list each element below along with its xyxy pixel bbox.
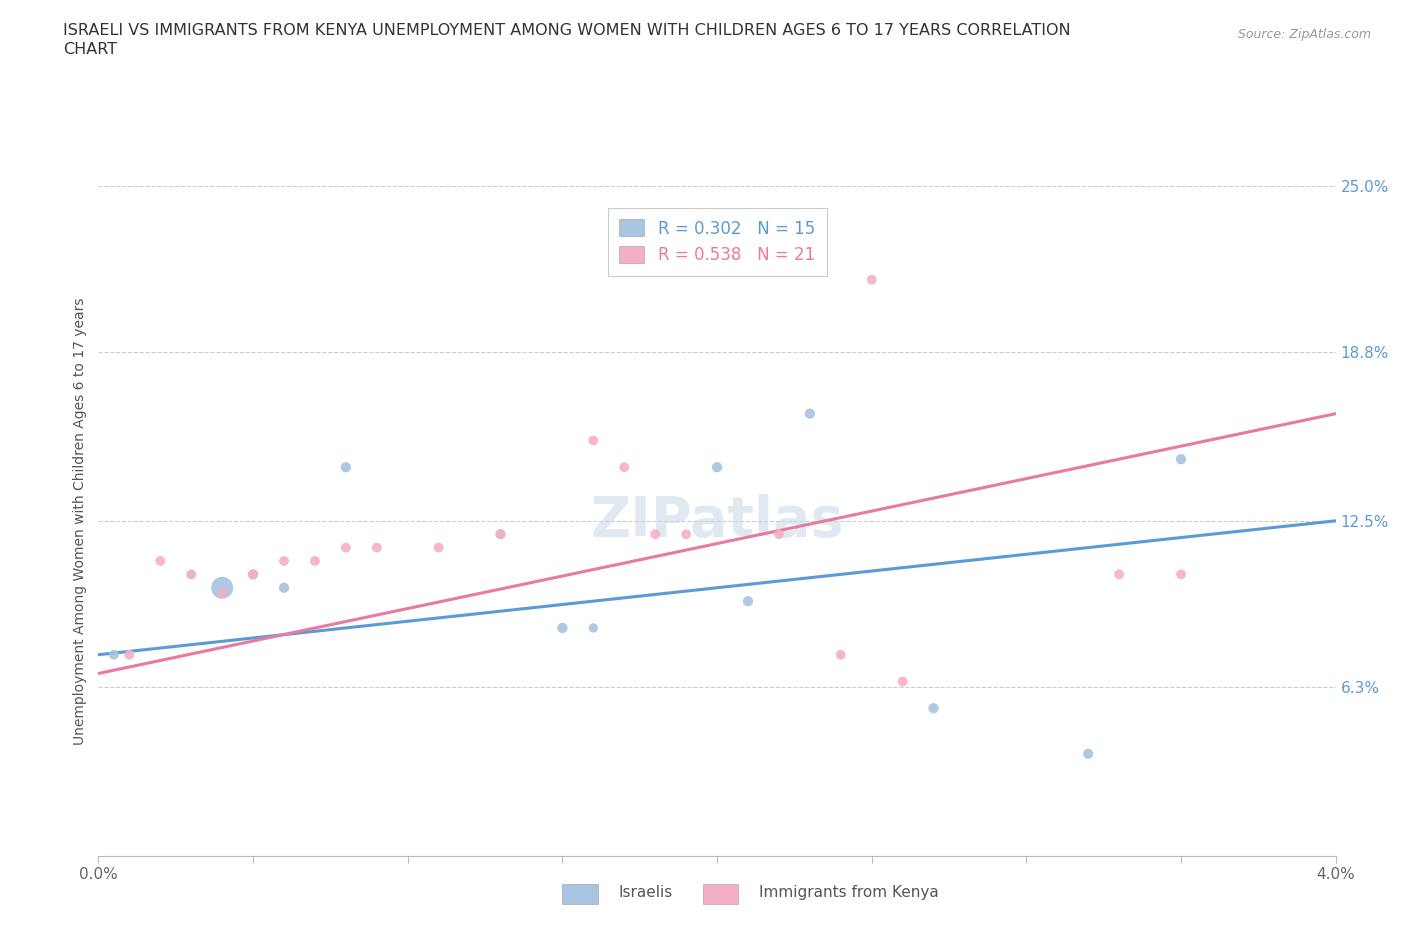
Point (273, 553, 295, 568)
Point (149, 553, 172, 568)
Point (860, 272, 883, 287)
Point (304, 553, 326, 568)
Point (180, 567, 202, 582)
Point (922, 701, 945, 716)
Legend: R = 0.302   N = 15, R = 0.538   N = 21: R = 0.302 N = 15, R = 0.538 N = 21 (607, 207, 827, 275)
Point (613, 459, 636, 474)
Point (211, 586, 233, 601)
Text: ZIPatlas: ZIPatlas (591, 494, 844, 548)
Point (103, 647, 125, 662)
Point (582, 620, 605, 635)
Point (830, 647, 852, 662)
Point (706, 459, 728, 474)
Point (551, 620, 574, 635)
Point (180, 567, 202, 582)
Point (1170, 452, 1192, 467)
Point (366, 540, 388, 555)
Point (489, 526, 512, 541)
Point (335, 540, 357, 555)
Text: Immigrants from Kenya: Immigrants from Kenya (759, 885, 939, 900)
Point (273, 580, 295, 595)
Y-axis label: Unemployment Among Women with Children Ages 6 to 17 years: Unemployment Among Women with Children A… (73, 297, 87, 745)
Point (675, 526, 697, 541)
Point (768, 526, 790, 541)
Point (891, 674, 914, 689)
Text: Source: ZipAtlas.com: Source: ZipAtlas.com (1237, 28, 1371, 41)
Text: CHART: CHART (63, 42, 117, 57)
Point (211, 580, 233, 595)
Point (118, 647, 141, 662)
Point (737, 593, 759, 608)
Point (335, 459, 357, 474)
Point (799, 406, 821, 421)
Point (1108, 567, 1130, 582)
Point (1077, 747, 1099, 762)
Point (1170, 567, 1192, 582)
Point (242, 567, 264, 582)
Point (644, 526, 666, 541)
Point (582, 433, 605, 448)
Text: ISRAELI VS IMMIGRANTS FROM KENYA UNEMPLOYMENT AMONG WOMEN WITH CHILDREN AGES 6 T: ISRAELI VS IMMIGRANTS FROM KENYA UNEMPLO… (63, 23, 1071, 38)
Point (242, 567, 264, 582)
Point (427, 540, 450, 555)
Text: Israelis: Israelis (619, 885, 673, 900)
Point (489, 526, 512, 541)
